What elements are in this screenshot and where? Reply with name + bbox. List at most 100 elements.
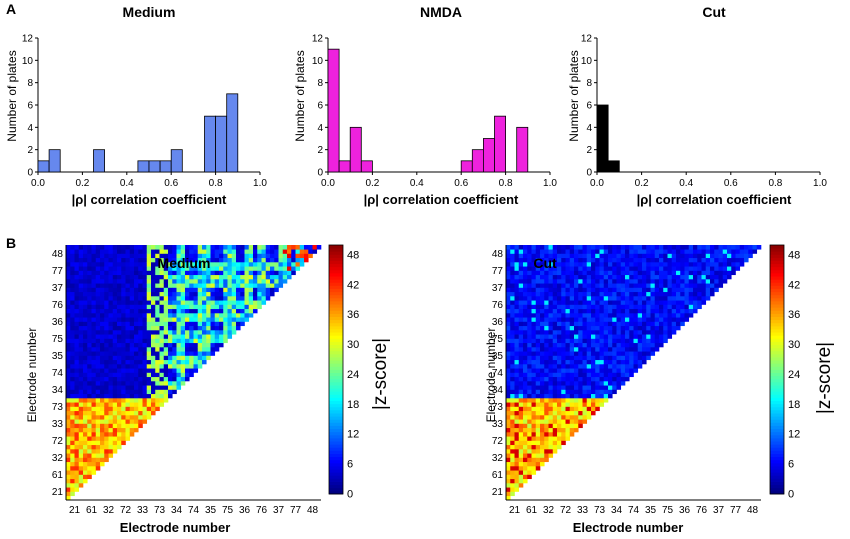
- heatmap-cell: [531, 270, 537, 276]
- heatmap-cell: [78, 334, 84, 339]
- heatmap-cell: [78, 245, 84, 250]
- heatmap-cell: [540, 376, 545, 382]
- heatmap-cell: [108, 402, 114, 407]
- heatmap-cell: [565, 419, 571, 424]
- heatmap-cell: [299, 257, 305, 263]
- heatmap-cell: [223, 257, 228, 263]
- heatmap-cell: [236, 300, 241, 305]
- heatmap-cell: [518, 291, 524, 297]
- heatmap-cell: [578, 376, 583, 382]
- heatmap-cell: [104, 368, 109, 373]
- heatmap-cell: [510, 334, 515, 339]
- heatmap-cell: [129, 300, 135, 305]
- heatmap-cell: [129, 355, 135, 361]
- heatmap-cell: [616, 351, 622, 356]
- heatmap-cell: [159, 270, 165, 276]
- heatmap-cell: [629, 347, 634, 352]
- heatmap-cell: [104, 296, 109, 301]
- heatmap-cell: [151, 381, 156, 386]
- heatmap-cell: [510, 389, 515, 395]
- heatmap-cell: [540, 317, 545, 322]
- heatmap-cell: [629, 262, 634, 267]
- heatmap-cell: [193, 262, 199, 267]
- heatmap-cell: [83, 419, 88, 424]
- heatmap-cell: [582, 347, 588, 352]
- heatmap-cell: [83, 466, 88, 471]
- heatmap-cell: [667, 291, 673, 297]
- colorbar-step: [770, 378, 784, 383]
- heatmap-cell: [518, 253, 524, 259]
- heatmap-cell: [544, 257, 549, 263]
- heatmap-cell: [599, 245, 605, 250]
- heatmap-cell: [282, 274, 288, 280]
- heatmap-cell: [608, 304, 613, 310]
- heatmap-cell: [236, 283, 241, 288]
- heatmap-cell: [108, 359, 114, 365]
- heatmap-cell: [578, 338, 583, 344]
- hist-title-nmda: NMDA: [420, 4, 462, 20]
- heatmap-cell: [74, 351, 80, 356]
- heatmap-cell: [569, 410, 575, 416]
- heatmap-cell: [548, 257, 554, 263]
- heatmap-cell: [70, 308, 75, 314]
- heatmap-cell: [197, 249, 203, 254]
- hist-ytick-label: 12: [581, 34, 593, 45]
- heatmap-cell: [134, 296, 139, 301]
- heatmap-cell: [87, 376, 92, 382]
- heatmap-cell: [121, 364, 126, 369]
- heatmap-cell: [637, 325, 643, 331]
- heatmap-cell: [565, 334, 571, 339]
- heatmap-cell: [693, 304, 698, 310]
- heatmap-cell: [121, 313, 126, 318]
- heatmap-cell: [531, 347, 537, 352]
- heatmap-cell: [506, 364, 511, 369]
- heatmap-cell: [518, 432, 524, 437]
- heatmap-cell: [206, 355, 211, 361]
- heatmap-cell: [257, 283, 262, 288]
- heatmap-cell: [78, 313, 84, 318]
- heatmap-cell: [548, 291, 554, 297]
- heatmap-cell: [138, 406, 143, 412]
- heatmap-cell: [95, 325, 101, 331]
- heatmap-cell: [510, 321, 515, 327]
- heatmap-cell: [180, 355, 186, 361]
- heatmap-cell: [680, 279, 685, 284]
- heatmap-cell: [506, 368, 511, 373]
- heatmap-cell: [163, 364, 169, 369]
- heatmap-cell: [518, 393, 524, 399]
- heatmap-cell: [91, 300, 97, 305]
- heatmap-cell: [578, 423, 583, 429]
- heatmap-cell: [308, 245, 313, 250]
- colorbar-step: [770, 360, 784, 364]
- heatmap-cell: [540, 398, 545, 403]
- heatmap-cell: [74, 466, 80, 471]
- heatmap-cell: [70, 325, 75, 331]
- heatmap-cell: [616, 296, 622, 301]
- heatmap-cell: [265, 274, 271, 280]
- heatmap-cell: [159, 393, 165, 399]
- hist-bar: [460, 160, 473, 173]
- heatmap-cell: [100, 262, 105, 267]
- heatmap-cell: [574, 266, 579, 271]
- heatmap-cell: [552, 291, 558, 297]
- heatmap-cell: [633, 291, 639, 297]
- heatmap-cell: [214, 334, 220, 339]
- heatmap-cell: [134, 313, 139, 318]
- heatmap-cell: [510, 402, 515, 407]
- heatmap-cell: [540, 296, 545, 301]
- heatmap-cell: [620, 313, 626, 318]
- heatmap-cell: [117, 444, 122, 450]
- heatmap-cell: [735, 262, 741, 267]
- heatmap-cell: [176, 330, 182, 335]
- heatmap-cell: [625, 364, 630, 369]
- heatmap-cell: [197, 308, 203, 314]
- heatmap-cell: [659, 330, 664, 335]
- colorbar-step: [770, 385, 784, 389]
- heatmap-cell: [83, 372, 88, 378]
- colorbar-step: [329, 357, 343, 361]
- heatmap-cell: [574, 393, 579, 399]
- heatmap-cell: [510, 325, 515, 331]
- heatmap-cell: [74, 487, 80, 492]
- heatmap-cell: [193, 355, 199, 361]
- hist-bar: [494, 115, 507, 173]
